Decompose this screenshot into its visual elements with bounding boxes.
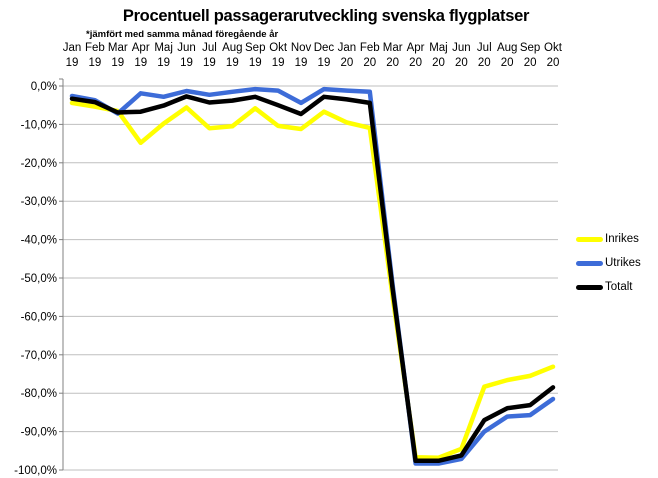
x-axis-year-label: 20 [547, 57, 560, 69]
x-axis-year-label: 20 [478, 57, 491, 69]
legend-label: Inrikes [605, 233, 639, 245]
y-axis-label: -60,0% [21, 311, 57, 323]
x-axis-month-label: Jan [63, 42, 82, 54]
x-axis-month-label: Aug [222, 42, 242, 54]
x-axis-month-label: Dec [314, 42, 335, 54]
totalt-line-swatch [576, 284, 603, 290]
x-axis-year-label: 20 [501, 57, 514, 69]
x-axis-year-label: 19 [318, 57, 331, 69]
legend-item-inrikes: Inrikes [576, 227, 641, 251]
x-axis-year-label: 20 [386, 57, 399, 69]
y-axis-label: -50,0% [21, 273, 57, 285]
legend-label: Utrikes [605, 257, 641, 269]
inrikes-line-swatch [576, 236, 603, 242]
chart-legend: Inrikes Utrikes Totalt [576, 227, 641, 299]
x-axis-month-label: Jul [202, 42, 217, 54]
y-axis-label: -70,0% [21, 350, 57, 362]
x-axis-year-label: 19 [180, 57, 193, 69]
x-axis-month-label: Mar [383, 42, 403, 54]
x-axis-year-label: 20 [340, 57, 353, 69]
series-line-utrikes [69, 86, 556, 466]
x-axis-year-label: 19 [157, 57, 170, 69]
legend-label: Totalt [605, 281, 633, 293]
x-axis-month-label: Aug [497, 42, 517, 54]
x-axis-year-label: 19 [295, 57, 308, 69]
x-axis-month-label: Okt [269, 42, 288, 54]
x-axis-month-label: Jun [452, 42, 471, 54]
y-axis-label: -20,0% [21, 158, 57, 170]
chart-subtitle: *jämfört med samma månad föregående år [86, 29, 279, 40]
y-axis-label: -10,0% [21, 119, 57, 131]
x-axis-year-label: 20 [363, 57, 376, 69]
x-axis-month-label: Maj [154, 42, 173, 54]
x-axis-year-label: 19 [203, 57, 216, 69]
x-axis-year-label: 19 [134, 57, 147, 69]
utrikes-line-swatch [576, 260, 603, 266]
x-axis-month-label: Feb [85, 42, 105, 54]
x-axis-month-label: Nov [291, 42, 312, 54]
series-line-totalt [69, 94, 556, 464]
y-axis-label: 0,0% [31, 81, 57, 93]
x-axis-month-label: Okt [544, 42, 563, 54]
x-axis-year-label: 19 [89, 57, 102, 69]
x-axis-month-label: Maj [429, 42, 448, 54]
x-axis-month-label: Mar [108, 42, 128, 54]
legend-item-totalt: Totalt [576, 275, 641, 299]
y-axis-label: -40,0% [21, 235, 57, 247]
x-axis-month-label: Jan [338, 42, 357, 54]
legend-item-utrikes: Utrikes [576, 251, 641, 275]
x-axis-year-label: 20 [432, 57, 445, 69]
x-axis-month-label: Apr [407, 42, 425, 54]
y-axis-label: -30,0% [21, 196, 57, 208]
x-axis-month-label: Sep [520, 42, 540, 54]
x-axis-month-label: Sep [245, 42, 265, 54]
x-axis-year-label: 20 [455, 57, 468, 69]
x-axis-year-label: 20 [409, 57, 422, 69]
x-axis-year-label: 19 [226, 57, 239, 69]
x-axis-year-label: 19 [249, 57, 262, 69]
x-axis-year-label: 19 [111, 57, 124, 69]
x-axis-month-label: Jun [177, 42, 196, 54]
x-axis-year-label: 20 [524, 57, 537, 69]
x-axis-month-label: Feb [360, 42, 380, 54]
series-line-inrikes [69, 100, 556, 460]
x-axis-month-label: Apr [132, 42, 150, 54]
y-axis-label: -80,0% [21, 388, 57, 400]
chart-title: Procentuell passagerarutveckling svenska… [122, 7, 530, 25]
x-axis-month-label: Jul [477, 42, 492, 54]
y-axis-label: -90,0% [21, 427, 57, 439]
x-axis-year-label: 19 [66, 57, 79, 69]
y-axis-label: -100,0% [14, 465, 57, 477]
x-axis-year-label: 19 [272, 57, 285, 69]
